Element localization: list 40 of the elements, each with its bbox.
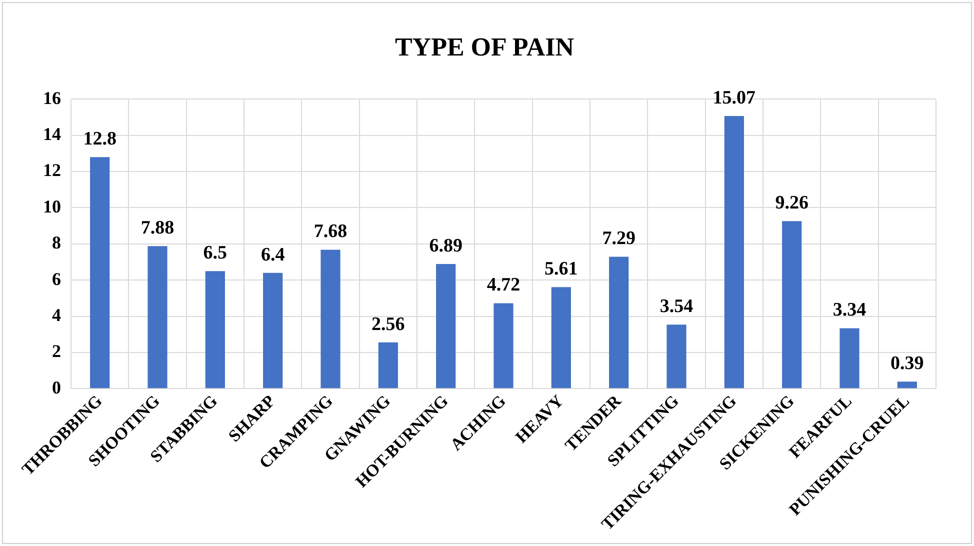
bar bbox=[205, 271, 225, 388]
bar bbox=[90, 157, 110, 388]
bar bbox=[724, 116, 744, 388]
data-label: 2.56 bbox=[372, 314, 405, 335]
data-label: 9.26 bbox=[775, 192, 808, 214]
bar bbox=[320, 250, 340, 388]
bar bbox=[666, 324, 686, 388]
data-label: 4.72 bbox=[486, 274, 520, 296]
data-label: 7.68 bbox=[314, 221, 348, 242]
bar bbox=[494, 303, 514, 388]
bar bbox=[148, 246, 168, 388]
y-tick-label: 12 bbox=[43, 160, 61, 180]
data-label: 7.88 bbox=[140, 218, 174, 239]
bar bbox=[609, 256, 629, 388]
y-tick-label: 10 bbox=[43, 196, 61, 216]
data-label: 5.61 bbox=[544, 258, 578, 280]
y-tick-label: 2 bbox=[52, 341, 61, 362]
y-tick-label: 0 bbox=[52, 377, 61, 398]
y-tick-label: 8 bbox=[52, 232, 61, 253]
y-tick-label: 16 bbox=[43, 88, 61, 108]
y-tick-label: 6 bbox=[52, 268, 61, 289]
bar bbox=[378, 342, 398, 388]
data-label: 3.54 bbox=[660, 296, 694, 318]
data-label: 7.29 bbox=[602, 228, 636, 250]
y-tick-label: 14 bbox=[43, 124, 61, 144]
bar bbox=[782, 221, 802, 388]
bar bbox=[897, 382, 917, 388]
chart-title: TYPE OF PAIN bbox=[394, 32, 574, 62]
data-label: 3.34 bbox=[832, 300, 867, 321]
data-label: 0.39 bbox=[890, 353, 924, 374]
bar bbox=[263, 272, 283, 388]
data-label: 15.07 bbox=[712, 87, 756, 108]
bar bbox=[840, 328, 860, 388]
data-label: 6.4 bbox=[260, 244, 286, 266]
data-label: 12.8 bbox=[83, 128, 116, 150]
bar bbox=[551, 287, 571, 388]
y-tick-label: 4 bbox=[52, 304, 61, 325]
bar bbox=[436, 264, 456, 388]
data-label: 6.5 bbox=[203, 242, 228, 264]
data-label: 6.89 bbox=[429, 235, 462, 256]
